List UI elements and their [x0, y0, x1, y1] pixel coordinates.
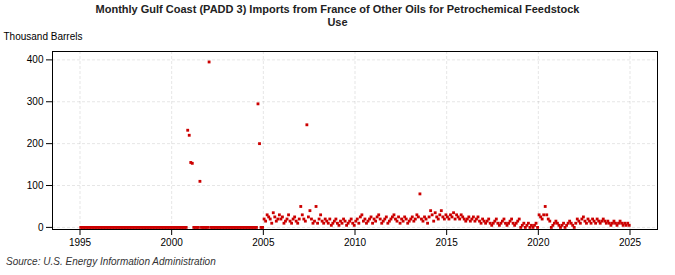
- html-text:Use: Use: [327, 16, 348, 28]
- svg-text:300: 300: [27, 96, 44, 107]
- svg-text:2000: 2000: [161, 237, 184, 248]
- svg-text:2020: 2020: [527, 237, 550, 248]
- svg-text:100: 100: [27, 180, 44, 191]
- svg-text:1995: 1995: [69, 237, 92, 248]
- svg-text:400: 400: [27, 54, 44, 65]
- svg-text:2025: 2025: [619, 237, 642, 248]
- html-text:Monthly Gulf Coast (PADD 3) Im: Monthly Gulf Coast (PADD 3) Imports from…: [95, 3, 580, 15]
- svg-text:2015: 2015: [436, 237, 459, 248]
- svg-text:0: 0: [38, 222, 44, 233]
- svg-text:Thousand Barrels: Thousand Barrels: [4, 31, 83, 42]
- svg-text:200: 200: [27, 138, 44, 149]
- html-text:Source: U.S. Energy Informatio: Source: U.S. Energy Information Administ…: [6, 256, 216, 267]
- svg-text:2005: 2005: [252, 237, 275, 248]
- svg-text:2010: 2010: [344, 237, 367, 248]
